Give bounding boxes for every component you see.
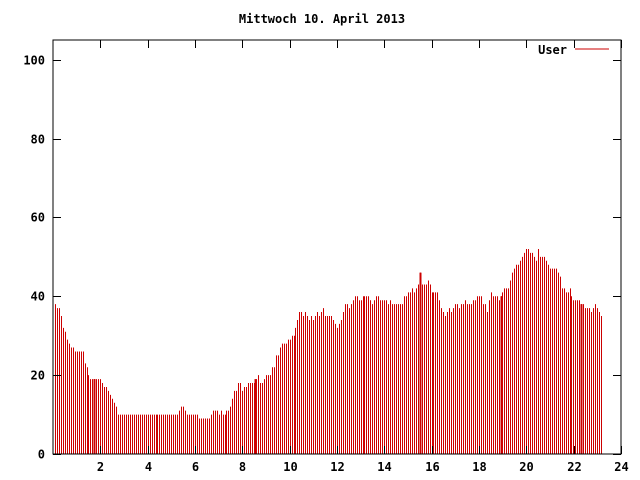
x-tick-label: 18 bbox=[472, 460, 486, 474]
y-tick-label: 80 bbox=[31, 133, 45, 147]
x-tick-label: 8 bbox=[239, 460, 246, 474]
y-tick-label: 40 bbox=[31, 290, 45, 304]
x-axis: 2 4 6 8 10 12 14 16 18 20 22 24 bbox=[97, 40, 629, 474]
x-tick-label: 22 bbox=[567, 460, 581, 474]
x-tick-label: 24 bbox=[614, 460, 628, 474]
x-tick-label: 14 bbox=[377, 460, 391, 474]
x-tick-label: 6 bbox=[192, 460, 199, 474]
y-tick-label: 100 bbox=[23, 54, 45, 68]
x-tick-label: 20 bbox=[519, 460, 533, 474]
x-tick-label: 10 bbox=[283, 460, 297, 474]
y-tick-label: 20 bbox=[31, 369, 45, 383]
bar-series-user bbox=[55, 248, 602, 454]
chart-title: Mittwoch 10. April 2013 bbox=[239, 12, 405, 26]
x-tick-label: 16 bbox=[425, 460, 439, 474]
x-tick-label: 2 bbox=[97, 460, 104, 474]
y-tick-label: 60 bbox=[31, 211, 45, 225]
y-tick-label: 0 bbox=[38, 448, 45, 462]
legend-label-user: User bbox=[538, 43, 567, 57]
x-tick-label: 4 bbox=[145, 460, 152, 474]
legend: User bbox=[538, 43, 609, 57]
y-axis: 0 20 40 60 80 100 bbox=[23, 54, 621, 462]
x-tick-label: 12 bbox=[330, 460, 344, 474]
